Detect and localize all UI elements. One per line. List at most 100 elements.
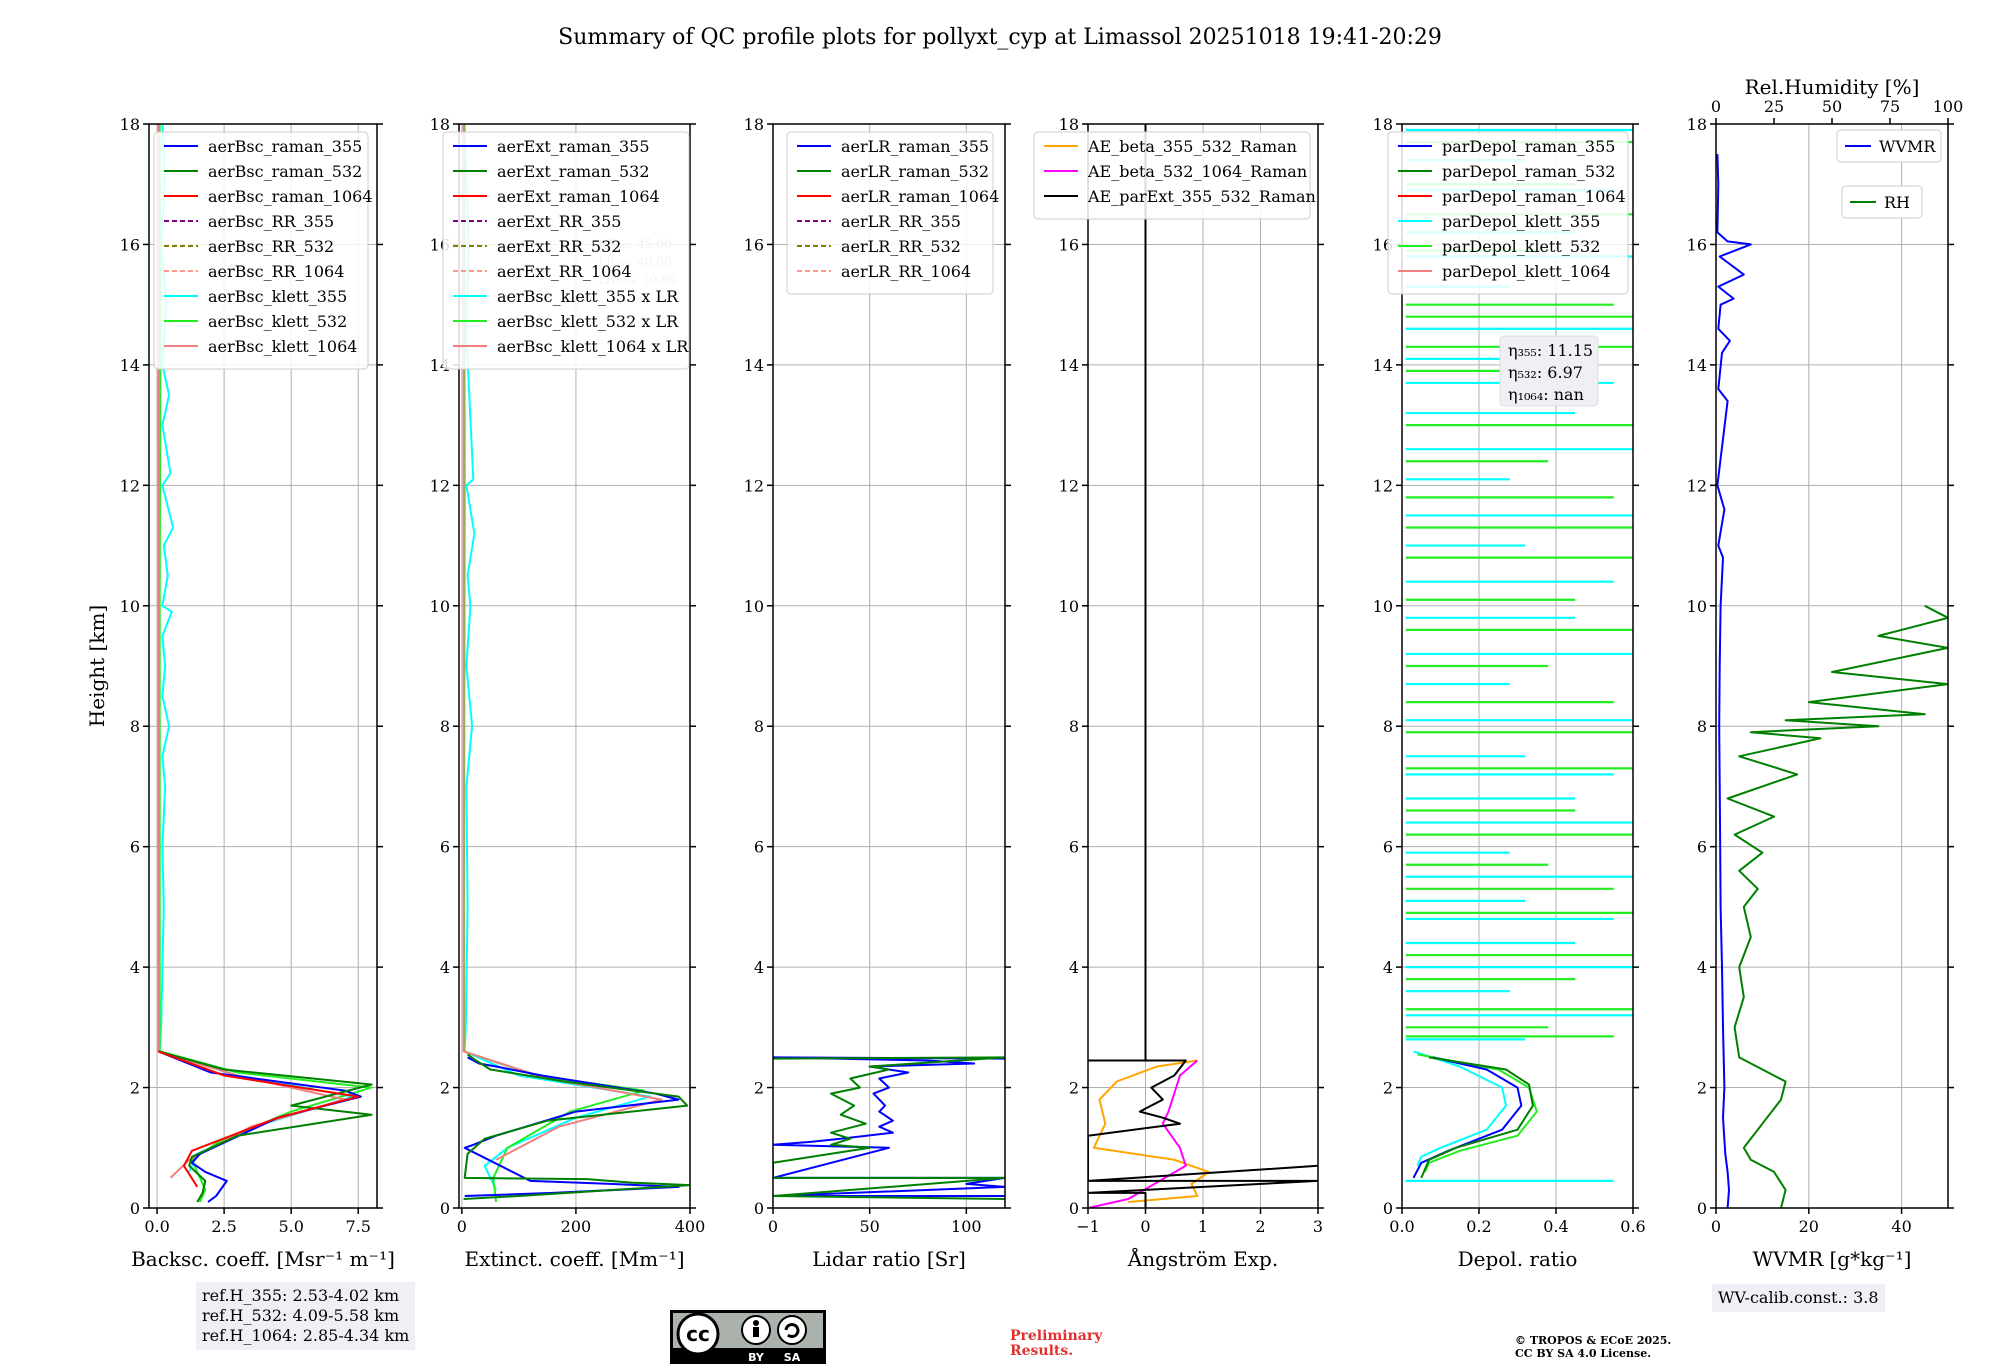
ytick-label-wv: 2 bbox=[1697, 1079, 1707, 1098]
ytick-label-depol: 8 bbox=[1383, 717, 1393, 736]
xtick-label-ext: 200 bbox=[561, 1217, 592, 1236]
legend-label-lr: aerLR_RR_355 bbox=[841, 212, 961, 231]
legend-label-depol: parDepol_klett_532 bbox=[1442, 237, 1600, 256]
ytick-label-bsc: 10 bbox=[120, 597, 140, 616]
legend-ext bbox=[442, 131, 690, 370]
legend-label-bsc: aerBsc_klett_1064 bbox=[208, 337, 357, 356]
eta-label: η₁₀₆₄: nan bbox=[1508, 385, 1584, 404]
ref-height-355: ref.H_355: 2.53-4.02 km bbox=[202, 1286, 400, 1305]
ytick-label-wv: 8 bbox=[1697, 717, 1707, 736]
legend-lr bbox=[786, 131, 994, 295]
ytick-label-bsc: 8 bbox=[130, 717, 140, 736]
legend-label-depol: parDepol_raman_355 bbox=[1442, 137, 1615, 156]
xtick-label-ext: 0 bbox=[457, 1217, 467, 1236]
xtick-label-depol: 0.0 bbox=[1389, 1217, 1414, 1236]
xtick-label-wv: 0 bbox=[1711, 1217, 1721, 1236]
legend-label-bsc: aerBsc_RR_355 bbox=[208, 212, 334, 231]
legend-label-lr: aerLR_raman_355 bbox=[841, 137, 989, 156]
ytick-label-ae: 16 bbox=[1059, 235, 1079, 254]
xlabel-depol: Depol. ratio bbox=[1458, 1247, 1578, 1271]
wv-calib-box: WV-calib.const.: 3.8 bbox=[1712, 1284, 1885, 1312]
top-xtick-label-wv: 0 bbox=[1711, 97, 1721, 116]
figure-title: Summary of QC profile plots for pollyxt_… bbox=[558, 25, 1442, 50]
top-xtick-label-wv: 25 bbox=[1764, 97, 1784, 116]
series-AE_parExt_355_532_Raman bbox=[1088, 124, 1318, 1208]
xlabel-bsc: Backsc. coeff. [Msr⁻¹ m⁻¹] bbox=[131, 1247, 395, 1271]
top-xtick-label-wv: 50 bbox=[1822, 97, 1842, 116]
ytick-label-lr: 4 bbox=[754, 958, 764, 977]
legend-label-depol: parDepol_raman_1064 bbox=[1442, 187, 1626, 206]
xtick-label-ae: 1 bbox=[1198, 1217, 1208, 1236]
ytick-label-bsc: 16 bbox=[120, 235, 140, 254]
ytick-label-wv: 18 bbox=[1687, 115, 1707, 134]
panel-lr: 0 2 4 6 8 10 12 14 16 18 0 50 100 Lidar ratio [Sr] aer… bbox=[744, 115, 1011, 1271]
xlabel-ae: Ångström Exp. bbox=[1127, 1246, 1278, 1271]
ref-heights-box: ref.H_355: 2.53-4.02 km ref.H_532: 4.09-… bbox=[196, 1282, 416, 1350]
xtick-label-depol: 0.4 bbox=[1543, 1217, 1568, 1236]
ytick-label-depol: 10 bbox=[1373, 597, 1393, 616]
legend-label-bsc: aerBsc_RR_1064 bbox=[208, 262, 344, 281]
legend-label-ext: aerExt_RR_355 bbox=[497, 212, 621, 231]
ytick-label-bsc: 2 bbox=[130, 1079, 140, 1098]
xtick-label-ext: 400 bbox=[675, 1217, 706, 1236]
ylabel: Height [km] bbox=[85, 605, 109, 727]
top-xtick-label-wv: 100 bbox=[1933, 97, 1964, 116]
legend-label-ext: aerExt_RR_1064 bbox=[497, 262, 632, 281]
ytick-label-ae: 0 bbox=[1069, 1199, 1079, 1218]
legend-label-lr: aerLR_RR_532 bbox=[841, 237, 961, 256]
axes-frame-depol bbox=[1401, 123, 1634, 1209]
ytick-label-depol: 2 bbox=[1383, 1079, 1393, 1098]
xtick-label-ae: −1 bbox=[1076, 1217, 1100, 1236]
xtick-label-lr: 100 bbox=[951, 1217, 982, 1236]
series-aerBsc_raman_1064 bbox=[158, 1050, 360, 1188]
legend-label-ae: AE_parExt_355_532_Raman bbox=[1087, 187, 1316, 206]
series-RH bbox=[1726, 604, 1948, 1208]
top-xlabel-wv: Rel.Humidity [%] bbox=[1745, 75, 1920, 99]
eta-label: η₅₃₂: 6.97 bbox=[1508, 363, 1583, 382]
series-WVMR bbox=[1716, 154, 1752, 1208]
legend-label-ae: AE_beta_355_532_Raman bbox=[1087, 137, 1297, 156]
xtick-label-ae: 2 bbox=[1255, 1217, 1265, 1236]
ytick-label-ae: 10 bbox=[1059, 597, 1079, 616]
ytick-label-lr: 8 bbox=[754, 717, 764, 736]
ytick-label-ae: 14 bbox=[1059, 356, 1079, 375]
eta-label: η₃₅₅: 11.15 bbox=[1508, 341, 1593, 360]
legend-label-wv: WVMR bbox=[1879, 137, 1936, 156]
cc-text: cc bbox=[686, 1322, 710, 1346]
xlabel-ext: Extinct. coeff. [Mm⁻¹] bbox=[464, 1247, 684, 1271]
ytick-label-ae: 6 bbox=[1069, 838, 1079, 857]
ytick-label-lr: 12 bbox=[744, 476, 764, 495]
cc-license-badge: cc BY SA bbox=[670, 1310, 826, 1364]
legend-label-bsc: aerBsc_RR_532 bbox=[208, 237, 334, 256]
xtick-label-bsc: 0.0 bbox=[144, 1217, 169, 1236]
cc-icon bbox=[676, 1312, 720, 1356]
ytick-label-ext: 12 bbox=[430, 476, 450, 495]
copyright-note: © TROPOS & ECoE 2025. CC BY SA 4.0 Licen… bbox=[1515, 1334, 1671, 1360]
xtick-label-bsc: 5.0 bbox=[278, 1217, 303, 1236]
copyright-line-2: CC BY SA 4.0 License. bbox=[1515, 1347, 1652, 1360]
ytick-label-ae: 4 bbox=[1069, 958, 1079, 977]
xtick-label-lr: 0 bbox=[768, 1217, 778, 1236]
ytick-label-bsc: 4 bbox=[130, 958, 140, 977]
ytick-label-lr: 2 bbox=[754, 1079, 764, 1098]
legend-ae bbox=[1033, 131, 1311, 220]
legend-label-bsc: aerBsc_klett_355 bbox=[208, 287, 347, 306]
ytick-label-depol: 6 bbox=[1383, 838, 1393, 857]
axes-frame-wv bbox=[1715, 123, 1949, 1209]
legend-bsc bbox=[153, 131, 369, 370]
xtick-label-depol: 0.2 bbox=[1466, 1217, 1491, 1236]
ytick-label-depol: 12 bbox=[1373, 476, 1393, 495]
ytick-label-wv: 0 bbox=[1697, 1199, 1707, 1218]
ytick-label-ext: 4 bbox=[440, 958, 450, 977]
ytick-label-bsc: 0 bbox=[130, 1199, 140, 1218]
series-aerExt_raman_355 bbox=[463, 1056, 680, 1197]
ytick-label-ext: 2 bbox=[440, 1079, 450, 1098]
ytick-label-lr: 16 bbox=[744, 235, 764, 254]
axes-frame-lr bbox=[772, 123, 1006, 1209]
legend-label-bsc: aerBsc_klett_532 bbox=[208, 312, 347, 331]
xtick-label-bsc: 2.5 bbox=[211, 1217, 236, 1236]
